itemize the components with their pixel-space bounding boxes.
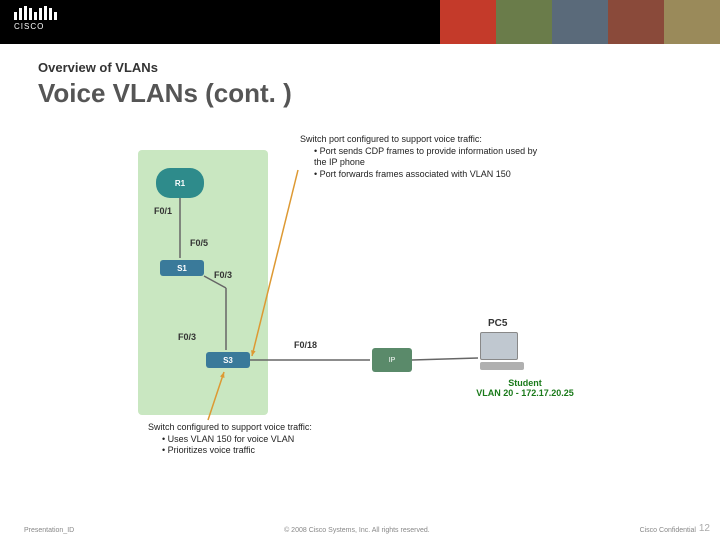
page-number: 12: [699, 523, 710, 534]
photo-2: [496, 0, 552, 44]
callout-top-list: Port sends CDP frames to provide informa…: [300, 146, 540, 181]
photo-5: [664, 0, 720, 44]
photo-1: [440, 0, 496, 44]
ip-phone: IP: [372, 348, 412, 372]
if-s1-f03: F0/3: [214, 270, 232, 280]
photo-3: [552, 0, 608, 44]
if-r1-f01: F0/1: [154, 206, 172, 216]
footer-left: Presentation_ID: [24, 527, 74, 534]
callout-top: Switch port configured to support voice …: [300, 134, 540, 181]
switch-s3: S3: [206, 352, 250, 368]
photo-4: [608, 0, 664, 44]
photo-strip: [440, 0, 720, 44]
logo-text: CISCO: [14, 22, 57, 31]
callout-bottom: Switch configured to support voice traff…: [148, 422, 368, 457]
switch-s1: S1: [160, 260, 204, 276]
pc5-label: PC5: [488, 318, 507, 329]
callout-bottom-list: Uses VLAN 150 for voice VLANPrioritizes …: [148, 434, 368, 457]
slide-subtitle: Overview of VLANs: [38, 60, 158, 75]
footer: Presentation_ID © 2008 Cisco Systems, In…: [0, 527, 720, 534]
network-diagram: R1 S1 S3 IP PC5 F0/1 F0/5 F0/3 F0/3 F0/1…: [38, 120, 598, 480]
router-r1: R1: [156, 168, 204, 198]
footer-right: Cisco Confidential: [640, 527, 696, 534]
pc5: [480, 332, 524, 370]
footer-center: © 2008 Cisco Systems, Inc. All rights re…: [284, 527, 430, 534]
if-s3-f018: F0/18: [294, 340, 317, 350]
cisco-logo: CISCO: [14, 6, 57, 31]
if-s1-f05: F0/5: [190, 238, 208, 248]
if-s3-f03: F0/3: [178, 332, 196, 342]
top-banner: CISCO: [0, 0, 720, 44]
student-label: Student VLAN 20 - 172.17.20.25: [470, 378, 580, 398]
slide-title: Voice VLANs (cont. ): [38, 78, 292, 109]
